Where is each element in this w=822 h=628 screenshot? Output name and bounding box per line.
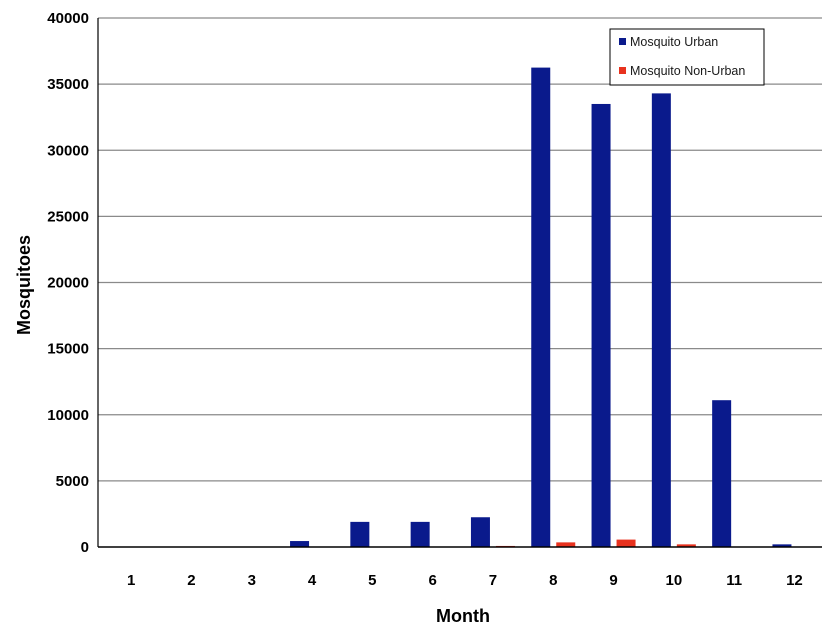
x-tick-labels: 1 2 3 4 5 6 7 8 9 10 11 12 [127, 572, 803, 589]
y-tick-label: 35000 [47, 76, 89, 93]
legend-swatch-urban [619, 38, 626, 45]
bar-urban [531, 67, 551, 547]
x-tick-label: 7 [489, 572, 497, 589]
legend-swatch-non-urban [619, 67, 626, 74]
y-tick-label: 5000 [56, 473, 89, 490]
x-tick-label: 12 [786, 572, 803, 589]
bar-urban [410, 521, 430, 547]
y-tick-label: 40000 [47, 10, 89, 27]
bar-non-urban [556, 542, 576, 547]
bar-urban [591, 103, 611, 548]
x-tick-label: 8 [549, 572, 557, 589]
legend-box [609, 28, 765, 86]
bar-non-urban [616, 539, 636, 547]
legend-label-urban: Mosquito Urban [630, 35, 718, 49]
y-tick-labels: 0 5000 10000 15000 20000 25000 30000 35000 40000 [47, 10, 89, 556]
bar-urban [350, 521, 370, 547]
y-tick-label: 25000 [47, 208, 89, 225]
legend: Mosquito Urban Mosquito Non-Urban [609, 28, 765, 86]
bar-urban [772, 544, 792, 547]
y-tick-label: 20000 [47, 275, 89, 292]
x-tick-label: 5 [368, 572, 376, 589]
x-axis-title: Month [436, 606, 490, 626]
y-tick-label: 15000 [47, 341, 89, 358]
bar-urban [712, 400, 732, 547]
axes [97, 18, 822, 548]
x-tick-label: 10 [666, 572, 683, 589]
x-tick-label: 9 [609, 572, 617, 589]
x-tick-label: 1 [127, 572, 135, 589]
x-tick-label: 3 [248, 572, 256, 589]
bars [290, 67, 792, 548]
y-axis-title: Mosquitoes [14, 235, 34, 335]
bar-non-urban [676, 544, 696, 547]
y-tick-label: 0 [81, 539, 89, 556]
bar-urban [470, 517, 490, 547]
y-tick-label: 30000 [47, 142, 89, 159]
legend-label-non-urban: Mosquito Non-Urban [630, 64, 745, 78]
bar-urban [290, 541, 310, 547]
gridlines [98, 17, 822, 482]
x-tick-label: 4 [308, 572, 317, 589]
x-tick-label: 11 [726, 572, 742, 589]
x-tick-label: 6 [428, 572, 436, 589]
x-tick-label: 2 [187, 572, 195, 589]
y-tick-label: 10000 [47, 407, 89, 424]
bar-urban [651, 93, 671, 547]
